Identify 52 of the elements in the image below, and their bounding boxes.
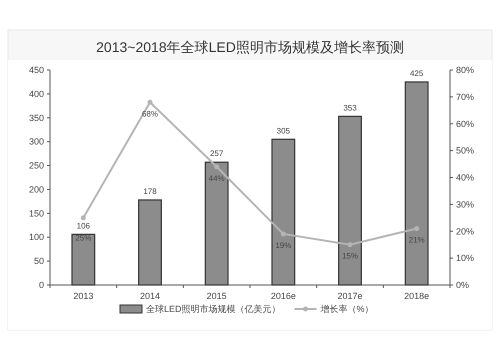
bar <box>138 199 162 286</box>
y-tick-label: 50 <box>34 256 44 266</box>
point <box>280 231 286 236</box>
x-tick-label: 2017e <box>337 291 363 301</box>
x-tick-label: 2015 <box>206 291 227 301</box>
data-label: 305 <box>276 126 291 136</box>
data-label: 353 <box>343 103 358 112</box>
data-label: 21% <box>408 236 425 245</box>
bar <box>338 116 362 286</box>
bar <box>71 234 96 286</box>
y2-tick-label: 60% <box>456 118 474 129</box>
data-label: 15% <box>342 252 358 261</box>
legend-label: 增长率（%） <box>320 304 374 314</box>
data-label: 44% <box>208 174 225 183</box>
y-tick-label: 100 <box>28 232 44 242</box>
x-tick-label: 2016e <box>270 291 296 301</box>
x-tick-label: 2018e <box>404 291 430 301</box>
data-label: 106 <box>76 221 91 230</box>
y2-tick-label: 0% <box>456 280 470 290</box>
point <box>80 215 86 220</box>
y-tick-label: 200 <box>28 184 44 194</box>
legend-label: 全球LED照明市场规模（亿美元） <box>146 304 281 314</box>
title: 2013~2018年全球LED照明市场规模及增长率预测 <box>96 39 404 55</box>
data-label: 178 <box>143 186 158 196</box>
y2-tick-label: 20% <box>456 226 474 236</box>
y2-tick-label: 30% <box>456 199 474 210</box>
x-tick-label: 2013 <box>73 291 94 301</box>
bar <box>404 81 429 286</box>
point <box>148 100 152 105</box>
y-tick-label: 250 <box>28 160 44 171</box>
y-tick-label: 0 <box>38 280 44 290</box>
y-tick-label: 450 <box>28 65 44 75</box>
y-tick-label: 350 <box>28 112 44 123</box>
point <box>214 164 220 170</box>
y2-tick-label: 50% <box>456 146 474 156</box>
bar <box>271 138 296 286</box>
y2-tick-label: 70% <box>456 92 474 102</box>
data-label: 25% <box>75 233 92 242</box>
y-tick-label: 150 <box>28 208 44 218</box>
y-tick-label: 300 <box>28 136 44 147</box>
data-label: 19% <box>275 240 292 250</box>
bar <box>204 162 229 286</box>
point <box>414 226 420 232</box>
data-label: 68% <box>142 109 158 118</box>
x-tick-label: 2014 <box>140 291 160 301</box>
y2-tick-label: 80% <box>456 65 474 75</box>
data-label: 257 <box>210 149 224 158</box>
y2-tick-label: 40% <box>456 172 474 182</box>
y2-tick-label: 10% <box>456 253 474 264</box>
data-label: 425 <box>410 68 424 78</box>
point <box>348 242 352 248</box>
y-tick-label: 400 <box>28 88 44 99</box>
